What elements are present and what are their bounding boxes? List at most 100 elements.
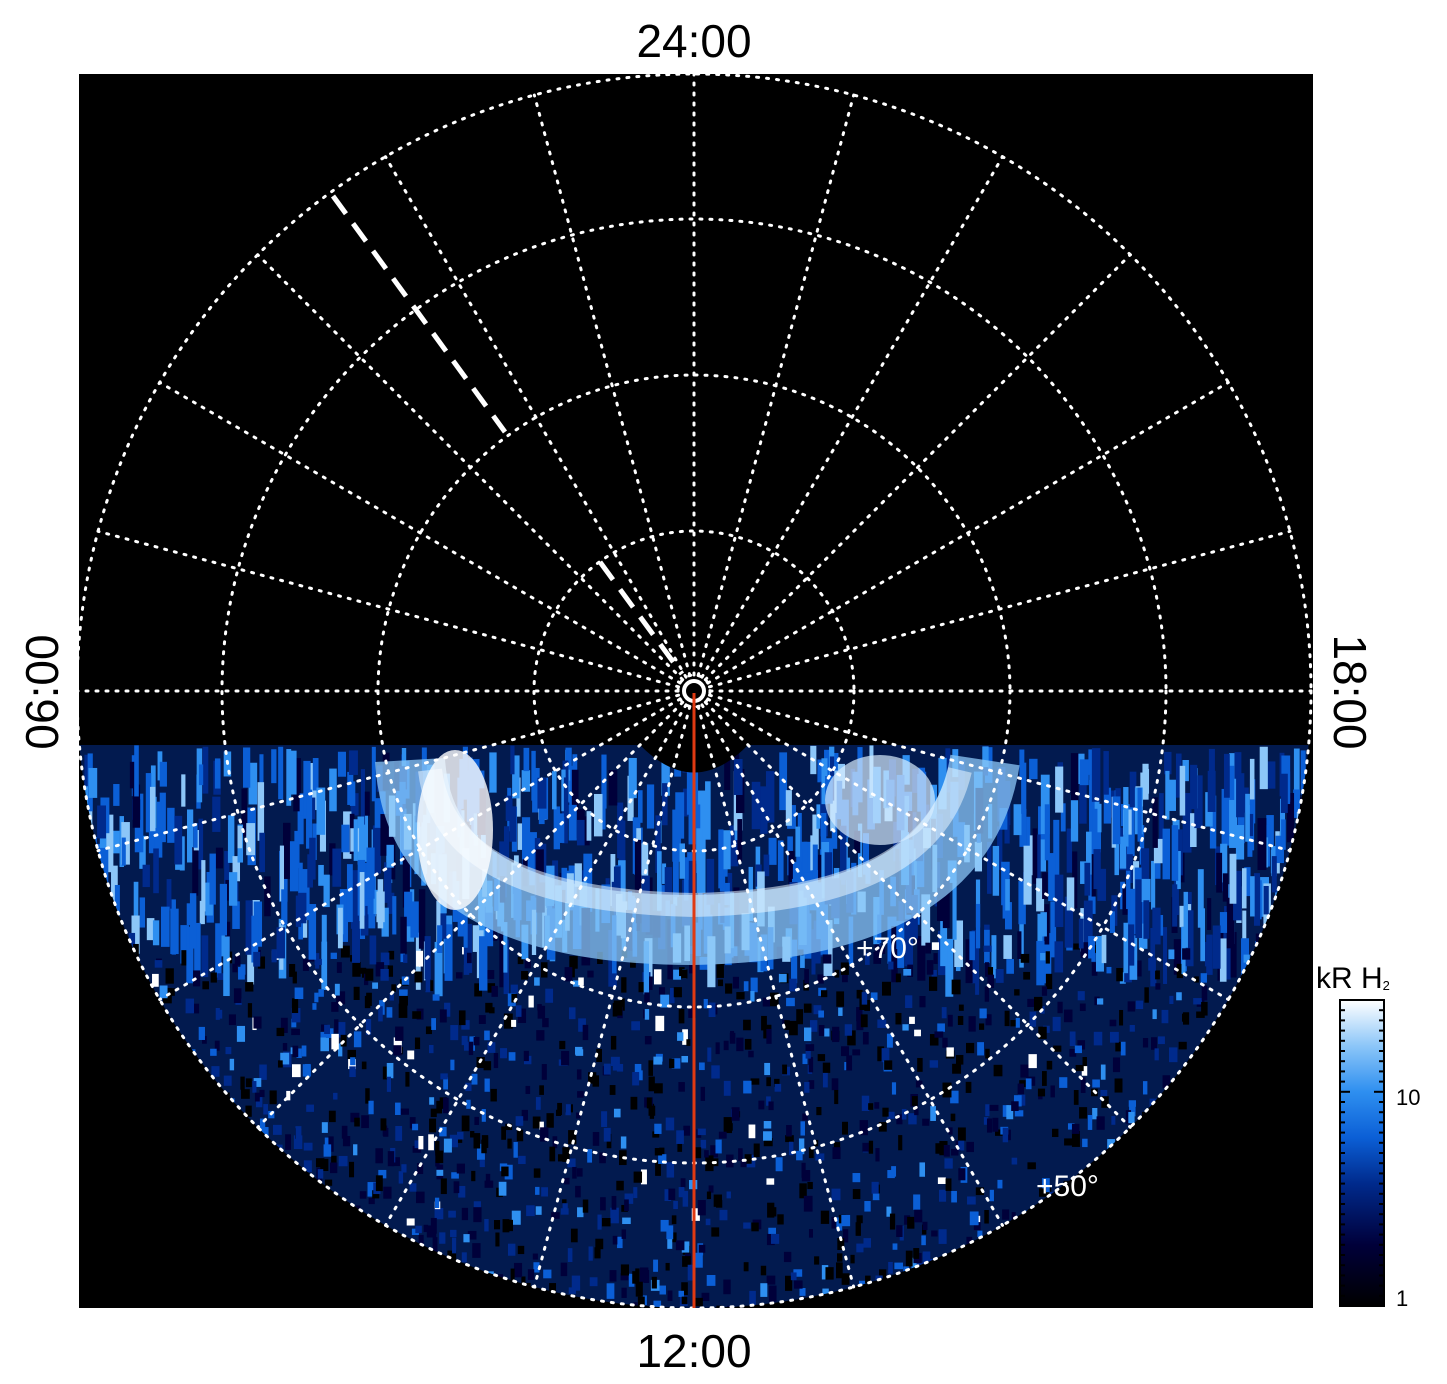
emission-cell xyxy=(463,913,468,948)
emission-cell xyxy=(353,819,358,861)
emission-cell xyxy=(1142,1081,1148,1095)
emission-cell xyxy=(979,1023,985,1030)
emission-cell xyxy=(1023,845,1032,905)
emission-cell xyxy=(707,1047,712,1062)
emission-cell xyxy=(761,1015,767,1031)
emission-cell xyxy=(1032,828,1038,884)
emission-cell xyxy=(1173,939,1181,975)
emission-cell xyxy=(1220,843,1228,883)
emission-cell xyxy=(121,837,126,866)
emission-cell xyxy=(372,1190,380,1199)
emission-cell xyxy=(750,1078,760,1085)
emission-cell xyxy=(434,1197,440,1209)
emission-cell xyxy=(905,995,913,1009)
emission-cell xyxy=(331,1002,339,1012)
emission-cell xyxy=(934,1031,944,1038)
emission-cell xyxy=(349,781,356,806)
emission-cell xyxy=(1069,1048,1077,1057)
emission-cell xyxy=(636,828,641,849)
emission-cell xyxy=(1066,877,1075,911)
emission-cell xyxy=(525,1085,531,1094)
emission-cell xyxy=(521,971,529,980)
emission-cell xyxy=(1163,927,1168,984)
emission-cell xyxy=(232,901,240,929)
emission-cell xyxy=(1094,790,1100,815)
emission-cell xyxy=(474,983,483,997)
emission-cell xyxy=(465,1082,472,1092)
emission-cell xyxy=(414,971,423,983)
emission-cell xyxy=(967,1196,976,1205)
emission-cell xyxy=(154,960,163,968)
emission-cell xyxy=(1119,1009,1124,1026)
emission-cell xyxy=(1235,825,1245,860)
emission-cell xyxy=(675,1240,685,1251)
emission-cell xyxy=(784,1020,790,1030)
emission-cell xyxy=(765,771,775,823)
emission-cell xyxy=(832,1026,840,1043)
emission-cell xyxy=(808,1147,814,1159)
emission-cell xyxy=(297,892,307,924)
emission-cell xyxy=(517,956,524,965)
emission-cell xyxy=(842,1229,849,1243)
emission-cell xyxy=(698,1244,706,1253)
emission-cell xyxy=(802,1113,808,1121)
emission-cell xyxy=(1154,857,1161,879)
emission-cell xyxy=(852,1173,861,1183)
emission-cell xyxy=(1045,951,1050,964)
emission-cell xyxy=(536,849,544,876)
emission-cell xyxy=(444,1002,451,1017)
emission-cell xyxy=(476,1143,485,1160)
emission-cell xyxy=(1079,1003,1086,1012)
emission-cell xyxy=(938,757,947,810)
emission-cell xyxy=(782,1064,788,1075)
emission-cell xyxy=(1128,1307,1138,1308)
emission-cell xyxy=(1038,1026,1047,1039)
emission-cell xyxy=(677,1138,683,1152)
emission-cell xyxy=(330,952,337,959)
emission-cell xyxy=(139,835,146,869)
emission-cell xyxy=(259,832,266,873)
emission-cell xyxy=(371,746,376,802)
emission-cell xyxy=(481,1108,486,1122)
emission-cell xyxy=(896,1225,903,1238)
emission-cell xyxy=(232,856,241,882)
emission-cell xyxy=(1176,963,1183,979)
emission-cell xyxy=(374,798,383,828)
emission-cell xyxy=(638,982,645,993)
emission-cell xyxy=(361,1115,369,1129)
emission-cell xyxy=(778,973,787,983)
emission-cell xyxy=(726,1191,731,1199)
emission-cell xyxy=(509,806,517,842)
emission-cell xyxy=(505,1123,513,1131)
emission-cell xyxy=(259,1118,266,1130)
emission-cell xyxy=(601,1111,608,1127)
emission-cell xyxy=(380,952,390,966)
emission-cell xyxy=(1053,1045,1062,1052)
emission-cell xyxy=(1019,808,1027,847)
emission-cell xyxy=(842,1121,849,1135)
emission-cell xyxy=(705,781,711,840)
emission-cell xyxy=(820,990,828,998)
emission-cell xyxy=(901,1108,907,1120)
emission-cell xyxy=(1064,1138,1073,1146)
emission-cell xyxy=(463,923,473,973)
emission-cell xyxy=(247,929,255,985)
emission-cell xyxy=(1079,767,1087,824)
emission-cell xyxy=(334,983,340,996)
emission-cell xyxy=(617,1236,623,1249)
emission-cell xyxy=(571,1275,581,1291)
emission-cell xyxy=(929,1034,939,1046)
emission-cell xyxy=(1237,799,1245,844)
emission-cell xyxy=(1228,931,1237,978)
emission-cell xyxy=(215,923,222,978)
emission-cell xyxy=(391,984,396,992)
emission-cell xyxy=(766,1178,775,1185)
emission-cell xyxy=(1130,892,1135,951)
emission-cell xyxy=(318,989,324,997)
emission-cell xyxy=(285,1134,291,1150)
emission-cell xyxy=(954,920,964,968)
emission-cell xyxy=(659,1285,666,1295)
emission-cell xyxy=(696,828,703,874)
emission-cell xyxy=(416,1191,425,1204)
emission-cell xyxy=(1182,1013,1187,1022)
